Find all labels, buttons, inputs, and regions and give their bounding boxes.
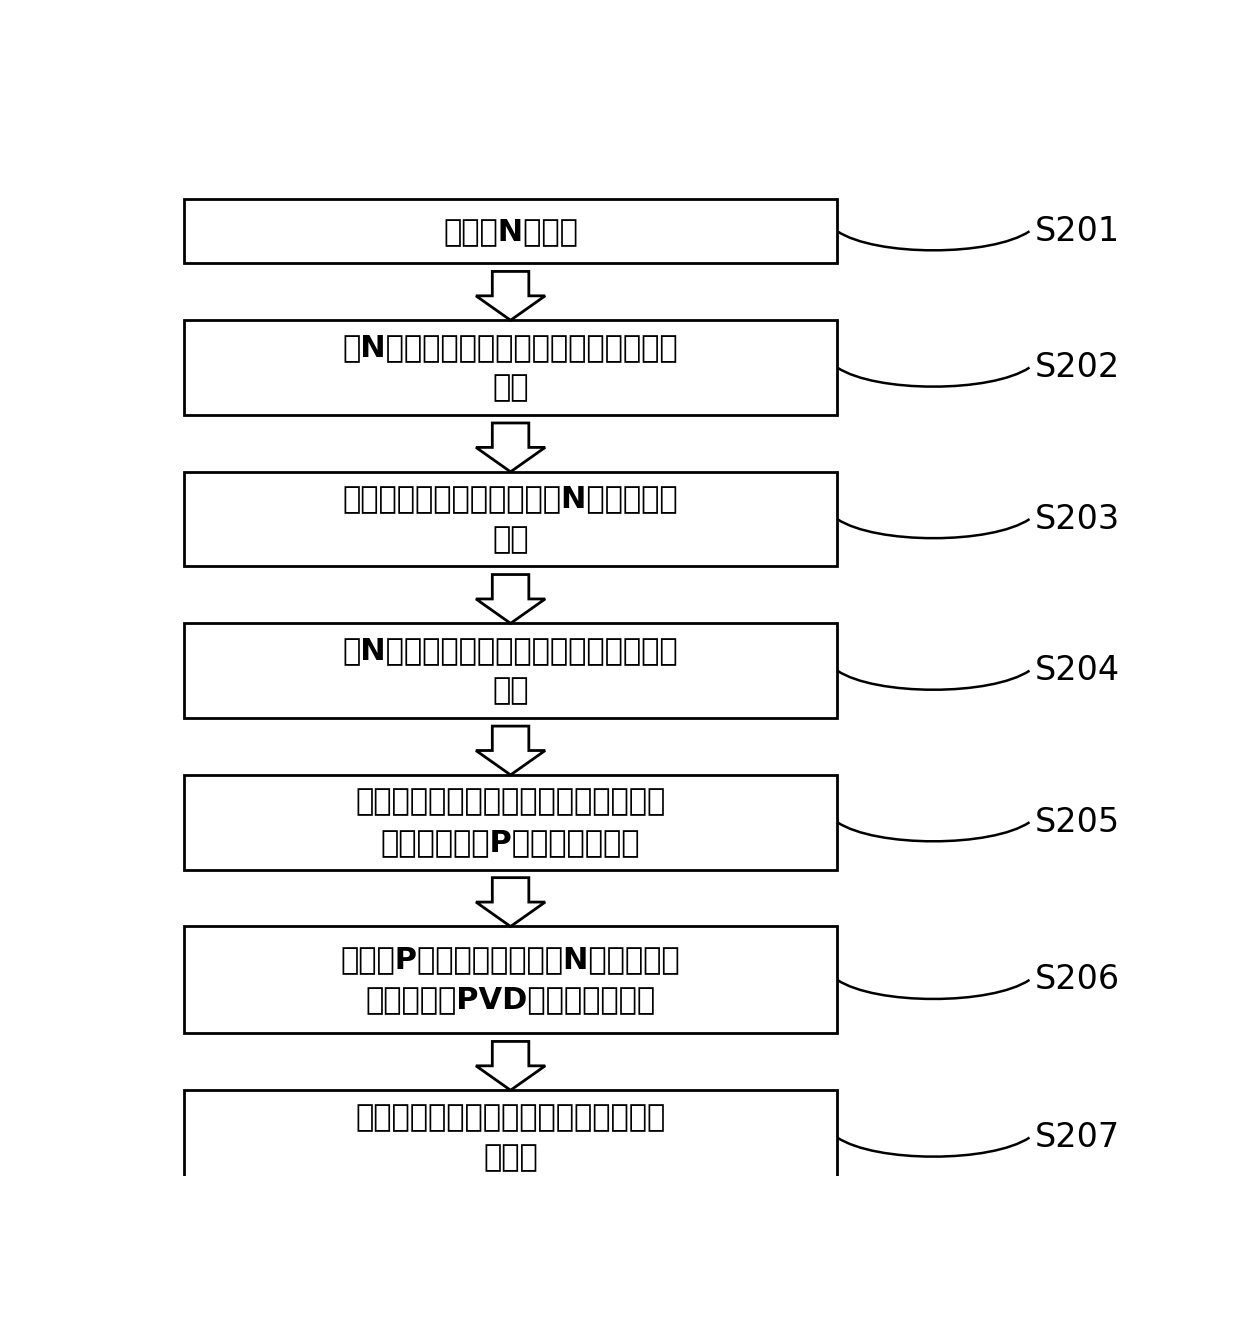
Polygon shape [476,1041,546,1090]
Text: 在两面的透明导电膜上同时电镀金属栅
线电极: 在两面的透明导电膜上同时电镀金属栅 线电极 [356,1103,666,1172]
Bar [184,472,837,567]
Bar [184,624,837,719]
Text: S206: S206 [1034,963,1120,996]
Bar [184,775,837,869]
Polygon shape [476,423,546,472]
Polygon shape [476,271,546,320]
Text: S203: S203 [1034,502,1120,535]
Bar [184,1090,837,1185]
Text: 在N型硅片的反面上沉积第三本征非晶硅
膜层: 在N型硅片的反面上沉积第三本征非晶硅 膜层 [342,333,678,403]
Bar [184,199,837,263]
Text: 在第一本征非晶硅膜层上沉积第二本征
非晶硅膜层和P型掺杂非晶硅层: 在第一本征非晶硅膜层上沉积第二本征 非晶硅膜层和P型掺杂非晶硅层 [356,787,666,857]
Polygon shape [476,575,546,624]
Text: S204: S204 [1034,654,1120,687]
Text: 在第三本征非晶硅层上沉积N型掺杂非晶
硅层: 在第三本征非晶硅层上沉积N型掺杂非晶 硅层 [342,485,678,553]
Text: 提供一N型硅片: 提供一N型硅片 [443,217,578,246]
Polygon shape [476,727,546,775]
Bar [184,320,837,415]
Bar [184,926,837,1033]
Text: S201: S201 [1034,215,1120,248]
Text: 在N型硅片的正面上沉积第一本征非晶硅
膜层: 在N型硅片的正面上沉积第一本征非晶硅 膜层 [342,635,678,705]
Text: S205: S205 [1034,806,1120,839]
Polygon shape [476,877,546,926]
Text: S202: S202 [1034,351,1120,384]
Text: S207: S207 [1034,1122,1120,1155]
Text: 分别在P型掺杂非晶硅层和N型掺杂非晶
硅层上通过PVD溅射透明导电膜: 分别在P型掺杂非晶硅层和N型掺杂非晶 硅层上通过PVD溅射透明导电膜 [341,945,681,1015]
